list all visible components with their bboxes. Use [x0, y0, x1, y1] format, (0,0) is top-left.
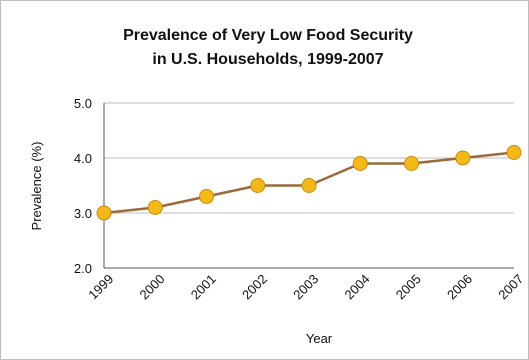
y-tick-labels: 2.0 3.0 4.0 5.0	[74, 96, 92, 276]
y-tick-label: 3.0	[74, 206, 92, 221]
x-tick-label: 2004	[342, 271, 373, 302]
x-tick-label: 2006	[444, 271, 475, 302]
x-axis-label: Year	[306, 331, 333, 346]
data-point	[147, 200, 163, 215]
x-tick-label: 2002	[239, 271, 270, 302]
y-tick-label: 2.0	[74, 261, 92, 276]
y-tick-label: 5.0	[74, 96, 92, 111]
data-point	[199, 189, 214, 204]
data-point	[455, 150, 471, 166]
chart-title-line2: in U.S. Households, 1999-2007	[152, 51, 383, 68]
x-tick-label: 2007	[495, 271, 526, 302]
data-point	[506, 145, 522, 160]
chart-title-line1: Prevalence of Very Low Food Security	[123, 27, 413, 44]
y-axis-label: Prevalence (%)	[29, 142, 44, 231]
data-point	[96, 205, 112, 221]
x-tick-label: 2001	[188, 271, 219, 302]
y-tick-label: 4.0	[74, 151, 92, 166]
data-point	[250, 178, 266, 193]
x-tick-label: 2000	[137, 271, 168, 302]
data-point	[301, 178, 317, 193]
series-prevalence	[96, 145, 522, 221]
data-point	[404, 156, 419, 171]
axes	[103, 103, 514, 269]
x-tick-label: 2005	[393, 271, 424, 302]
data-point	[352, 156, 368, 171]
x-tick-labels: 1999 2000 2001 2002 2003 2004 2005 2006 2007	[85, 271, 526, 302]
x-tick-label: 2003	[290, 271, 321, 302]
